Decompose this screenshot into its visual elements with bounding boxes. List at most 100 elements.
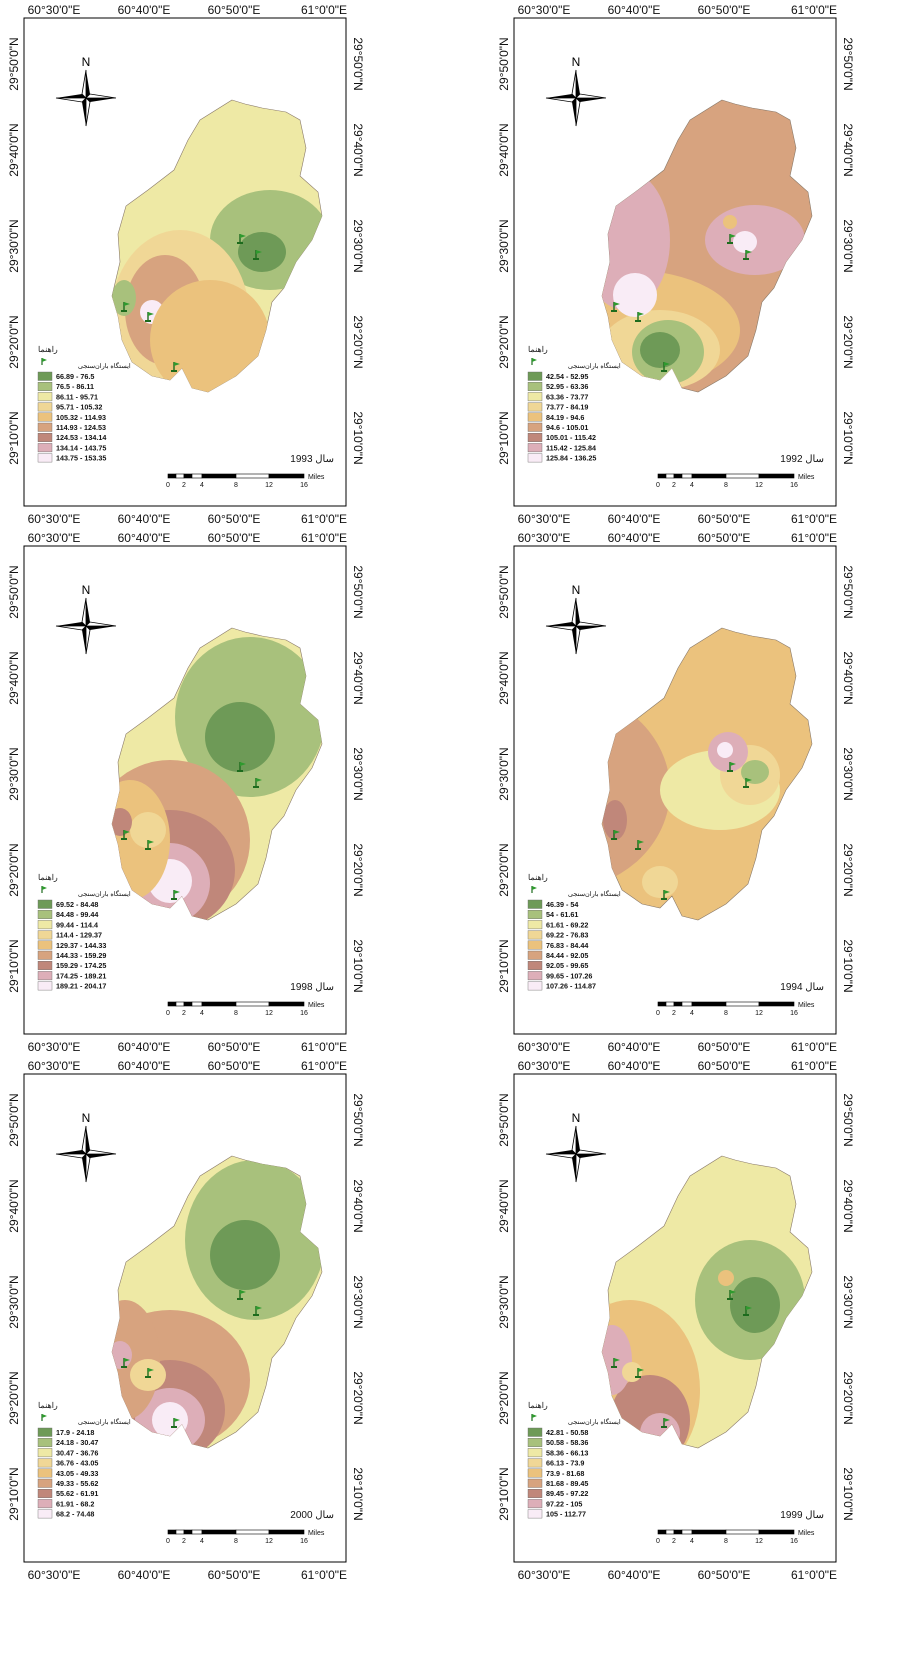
latitude-label: 29°30'0"N — [841, 747, 855, 800]
legend-swatch — [527, 1478, 543, 1488]
latitude-label: 29°20'0"N — [351, 315, 365, 368]
legend-swatch — [37, 422, 53, 432]
longitude-label: 61°0'0"E — [791, 512, 837, 526]
latitude-label: 29°50'0"N — [497, 565, 511, 618]
latitude-label: 29°20'0"N — [497, 1371, 511, 1424]
longitude-label: 60°50'0"E — [698, 531, 751, 545]
legend-swatch — [37, 382, 53, 391]
legend-swatch — [527, 910, 543, 919]
legend-range: 73.9 - 81.68 — [546, 1469, 584, 1478]
rain-gauge-station-icon — [145, 840, 154, 850]
longitude-label: 60°50'0"E — [208, 512, 261, 526]
legend-swatch — [527, 382, 543, 391]
legend-swatch — [37, 443, 53, 453]
legend-swatch — [37, 432, 53, 442]
latitude-label: 29°30'0"N — [7, 219, 21, 272]
legend-swatch — [527, 392, 543, 402]
legend-range: 125.84 - 136.25 — [546, 454, 596, 463]
longitude-label: 60°50'0"E — [208, 531, 261, 545]
legend-swatch — [527, 371, 543, 381]
legend-swatch — [37, 402, 53, 412]
latitude-label: 29°30'0"N — [351, 219, 365, 272]
scale-label: 8 — [234, 1538, 238, 1545]
scale-label: 4 — [200, 1538, 204, 1545]
station-legend-icon — [41, 886, 47, 893]
rain-gauge-station-icon — [611, 302, 620, 312]
legend-swatch — [37, 1509, 53, 1519]
station-legend-icon — [41, 358, 47, 365]
rain-gauge-station-icon — [661, 362, 670, 372]
contour-zone — [130, 812, 166, 848]
contour-zone — [112, 280, 136, 316]
legend: راهنما ایستگاه باران‌سنجی 69.52 - 84.4884.… — [37, 873, 131, 991]
rain-gauge-station-icon — [121, 830, 130, 840]
legend-range: 105 - 112.77 — [546, 1510, 586, 1519]
rain-gauge-station-icon — [743, 1306, 752, 1316]
legend-range: 144.33 - 159.29 — [56, 951, 106, 960]
latitude-label: 29°50'0"N — [841, 565, 855, 618]
contour-zone — [602, 1325, 632, 1395]
scale-label: 12 — [265, 1010, 273, 1017]
longitude-label: 61°0'0"E — [301, 3, 347, 17]
latitude-label: 29°50'0"N — [351, 1093, 365, 1146]
legend-swatch — [37, 1478, 53, 1488]
legend-swatch — [37, 392, 53, 402]
year-label: سال 1992 — [780, 454, 824, 465]
longitude-label: 60°50'0"E — [208, 1568, 261, 1582]
latitude-label: 29°20'0"N — [841, 315, 855, 368]
legend-range: 174.25 - 189.21 — [56, 971, 106, 980]
station-legend-icon — [531, 358, 537, 365]
scale-label: 2 — [672, 1538, 676, 1545]
legend-range: 84.48 - 99.44 — [56, 910, 98, 919]
legend-range: 76.83 - 84.44 — [546, 941, 588, 950]
rain-gauge-station-icon — [171, 890, 180, 900]
rain-gauge-station-icon — [253, 250, 262, 260]
legend-range: 24.18 - 30.47 — [56, 1438, 98, 1447]
latitude-label: 29°10'0"N — [351, 1467, 365, 1520]
scale-label: 8 — [724, 482, 728, 489]
station-legend-label: ایستگاه باران‌سنجی — [568, 889, 621, 898]
scale-label: 0 — [656, 482, 660, 489]
legend-title: راهنما — [528, 873, 548, 882]
longitude-label: 60°30'0"E — [28, 3, 81, 17]
scale-label: 0 — [166, 1010, 170, 1017]
longitude-label: 61°0'0"E — [301, 1059, 347, 1073]
longitude-label: 61°0'0"E — [791, 1059, 837, 1073]
station-legend-icon — [41, 1414, 47, 1421]
longitude-label: 60°30'0"E — [518, 1059, 571, 1073]
legend-range: 49.33 - 55.62 — [56, 1479, 98, 1488]
legend-swatch — [527, 412, 543, 422]
contour-zone — [741, 760, 769, 784]
latitude-label: 29°40'0"N — [497, 123, 511, 176]
north-arrow-icon: N — [55, 55, 117, 127]
map-panel: 60°30'0"E 60°30'0"E 60°40'0"E 60°40'0"E 60°5… — [497, 3, 855, 526]
latitude-label: 29°20'0"N — [497, 843, 511, 896]
year-label: سال 1999 — [780, 1510, 824, 1521]
legend-swatch — [527, 1458, 543, 1468]
legend-range: 50.58 - 58.36 — [546, 1438, 588, 1447]
scale-label: 2 — [182, 1010, 186, 1017]
scale-label: 0 — [166, 1538, 170, 1545]
rain-gauge-station-icon — [145, 1368, 154, 1378]
longitude-label: 60°40'0"E — [118, 1059, 171, 1073]
scale-label: 12 — [755, 1538, 763, 1545]
legend-range: 124.53 - 134.14 — [56, 433, 106, 442]
longitude-label: 60°40'0"E — [118, 3, 171, 17]
legend-swatch — [527, 432, 543, 442]
legend-swatch — [527, 1488, 543, 1498]
legend-range: 42.81 - 50.58 — [546, 1428, 588, 1437]
legend-swatch — [527, 1427, 543, 1437]
legend-range: 61.61 - 69.22 — [546, 920, 588, 929]
scale-label: 16 — [790, 1538, 798, 1545]
latitude-label: 29°50'0"N — [7, 1093, 21, 1146]
longitude-label: 61°0'0"E — [301, 531, 347, 545]
latitude-label: 29°40'0"N — [351, 651, 365, 704]
longitude-label: 61°0'0"E — [301, 1568, 347, 1582]
legend-range: 36.76 - 43.05 — [56, 1459, 98, 1468]
station-legend-icon — [531, 886, 537, 893]
legend-range: 105.01 - 115.42 — [546, 433, 596, 442]
legend-swatch — [37, 960, 53, 970]
latitude-label: 29°50'0"N — [497, 37, 511, 90]
legend-swatch — [37, 1448, 53, 1458]
